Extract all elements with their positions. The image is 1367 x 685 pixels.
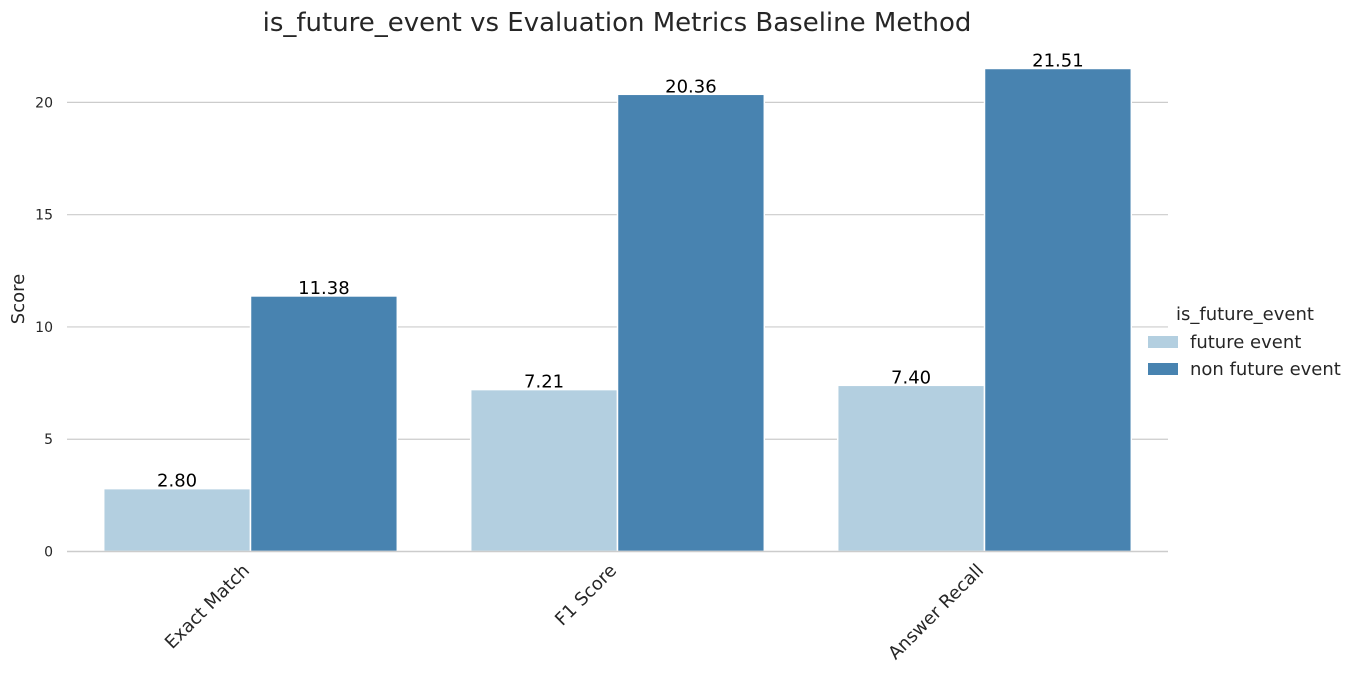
- legend-label: non future event: [1190, 359, 1341, 380]
- data-label: 2.80: [157, 471, 197, 492]
- x-tick-label: F1 Score: [551, 560, 621, 630]
- data-label: 20.36: [665, 76, 717, 97]
- bar: [469, 388, 619, 553]
- data-label: 11.38: [298, 278, 350, 299]
- bar: [836, 384, 986, 553]
- y-tick-label: 0: [44, 545, 53, 561]
- y-axis-label: Score: [8, 274, 29, 324]
- data-labels: 2.80 11.38 7.21 20.36 7.40 21.51: [157, 50, 1084, 491]
- y-tick-label: 15: [35, 208, 53, 224]
- data-label: 21.51: [1032, 50, 1084, 71]
- legend: is_future_event future event non future e…: [1148, 304, 1341, 380]
- bars: [102, 67, 1133, 553]
- legend-swatch: [1148, 336, 1178, 348]
- y-tick-label: 10: [35, 320, 53, 336]
- bar: [616, 93, 766, 553]
- y-tick-label: 20: [35, 95, 53, 111]
- bar: [249, 295, 399, 553]
- legend-title: is_future_event: [1176, 304, 1314, 325]
- chart-title: is_future_event vs Evaluation Metrics Ba…: [263, 8, 972, 38]
- x-tick-label: Answer Recall: [884, 560, 988, 664]
- data-label: 7.40: [891, 367, 931, 388]
- bar: [102, 487, 252, 553]
- x-axis-ticks: Exact Match F1 Score Answer Recall: [161, 560, 988, 664]
- data-label: 7.21: [524, 372, 564, 393]
- bar: [983, 67, 1133, 553]
- legend-swatch: [1148, 363, 1178, 375]
- y-tick-label: 5: [44, 432, 53, 448]
- legend-label: future event: [1190, 332, 1301, 353]
- y-axis-ticks: 0 5 10 15 20: [35, 95, 53, 560]
- x-tick-label: Exact Match: [161, 560, 254, 653]
